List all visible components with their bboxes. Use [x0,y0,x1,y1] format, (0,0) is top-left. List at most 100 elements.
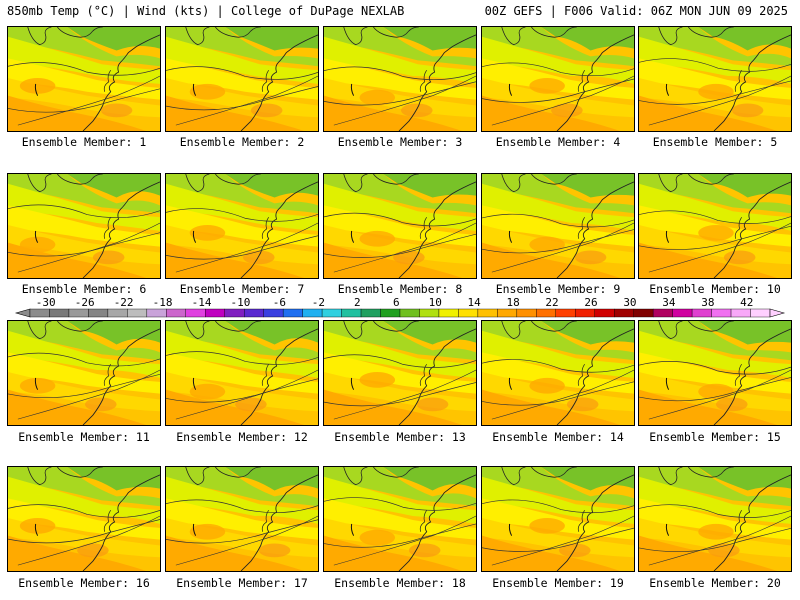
colorbar-swatch [360,308,381,318]
ensemble-member-label: Ensemble Member: 12 [176,430,308,444]
colorbar-swatch [29,308,50,318]
colorbar-swatch [555,308,576,318]
colorbar-swatch [107,308,128,318]
map-field [166,27,318,131]
ensemble-member-label: Ensemble Member: 13 [334,430,466,444]
colorbar-tick-label: 22 [545,296,559,309]
colorbar-tick-label: 2 [354,296,361,309]
colorbar-tick-label: -10 [230,296,251,309]
colorbar-tick-label: -30 [35,296,56,309]
map-field [639,467,791,571]
colorbar-swatch [438,308,459,318]
colorbar-swatch [730,308,751,318]
ensemble-map-panel [165,173,319,279]
colorbar-tick-label: 18 [506,296,520,309]
colorbar-swatch [49,308,70,318]
ensemble-member-label: Ensemble Member: 15 [649,430,781,444]
ensemble-member-label: Ensemble Member: 18 [334,576,466,590]
colorbar-tick-label: 14 [467,296,481,309]
ensemble-map-panel [7,26,161,132]
ensemble-member-label: Ensemble Member: 9 [495,282,621,296]
map-field [166,321,318,425]
ensemble-map-panel [323,466,477,572]
colorbar-swatch [263,308,284,318]
header-title: 850mb Temp (°C) | Wind (kts) | College o… [7,4,405,18]
map-field [482,174,634,278]
colorbar-min-arrow [14,308,31,318]
colorbar-swatch [302,308,323,318]
colorbar-tick-label: -14 [191,296,212,309]
colorbar-tick-label: -18 [152,296,173,309]
colorbar-swatch [750,308,771,318]
colorbar-swatch [516,308,537,318]
map-field [8,321,160,425]
ensemble-member-label: Ensemble Member: 17 [176,576,308,590]
colorbar-swatch [652,308,673,318]
ensemble-map-panel [481,320,635,426]
ensemble-member-label: Ensemble Member: 5 [652,135,778,149]
colorbar-tick-label: -22 [113,296,134,309]
colorbar-swatch [321,308,342,318]
colorbar-swatch [380,308,401,318]
ensemble-map-panel [481,466,635,572]
ensemble-map-panel [481,26,635,132]
map-field [482,321,634,425]
ensemble-map-panel [638,173,792,279]
map-field [482,27,634,131]
map-field [8,467,160,571]
colorbar-tick-label: 6 [392,296,400,309]
ensemble-map-panel [638,466,792,572]
map-field [166,174,318,278]
map-field [8,174,160,278]
colorbar-swatch [419,308,440,318]
ensemble-member-label: Ensemble Member: 7 [179,282,305,296]
ensemble-member-label: Ensemble Member: 10 [649,282,781,296]
colorbar-swatch [399,308,420,318]
map-field [324,467,476,571]
colorbar-tick-label: 26 [584,296,598,309]
colorbar-max-arrow [769,308,786,318]
ensemble-member-label: Ensemble Member: 14 [492,430,624,444]
colorbar-tick-label: -6 [272,296,287,309]
colorbar-swatch [224,308,245,318]
colorbar-tick-label: -2 [311,296,325,309]
map-field [166,467,318,571]
colorbar-swatch [68,308,89,318]
ensemble-map-panel [323,26,477,132]
ensemble-map-panel [7,173,161,279]
colorbar-swatch [614,308,634,318]
colorbar-swatch [711,308,732,318]
ensemble-member-label: Ensemble Member: 2 [179,135,305,149]
colorbar-swatch [536,308,556,318]
colorbar-swatch [127,308,148,318]
ensemble-member-label: Ensemble Member: 3 [337,135,463,149]
colorbar-swatch [575,308,595,318]
ensemble-member-label: Ensemble Member: 19 [492,576,624,590]
ensemble-map-panel [165,320,319,426]
colorbar-swatch [341,308,362,318]
colorbar-swatch [497,308,518,318]
map-field [639,174,791,278]
ensemble-map-panel [165,466,319,572]
map-field [482,467,634,571]
colorbar-swatch [672,308,693,318]
colorbar-swatch [477,308,498,318]
ensemble-map-panel [165,26,319,132]
colorbar-tick-label: 10 [428,296,442,309]
ensemble-member-label: Ensemble Member: 20 [649,576,781,590]
map-field [324,174,476,278]
ensemble-map-panel [638,26,792,132]
ensemble-member-label: Ensemble Member: 8 [337,282,463,296]
colorbar-swatch [166,308,186,318]
ensemble-map-panel [7,320,161,426]
colorbar-swatch [146,308,167,318]
ensemble-map-panel [481,173,635,279]
colorbar-swatch [244,308,264,318]
ensemble-map-panel [323,320,477,426]
map-field [324,321,476,425]
colorbar-swatch [594,308,615,318]
colorbar-swatch [185,308,206,318]
map-field [8,27,160,131]
ensemble-member-label: Ensemble Member: 16 [18,576,150,590]
map-field [639,321,791,425]
